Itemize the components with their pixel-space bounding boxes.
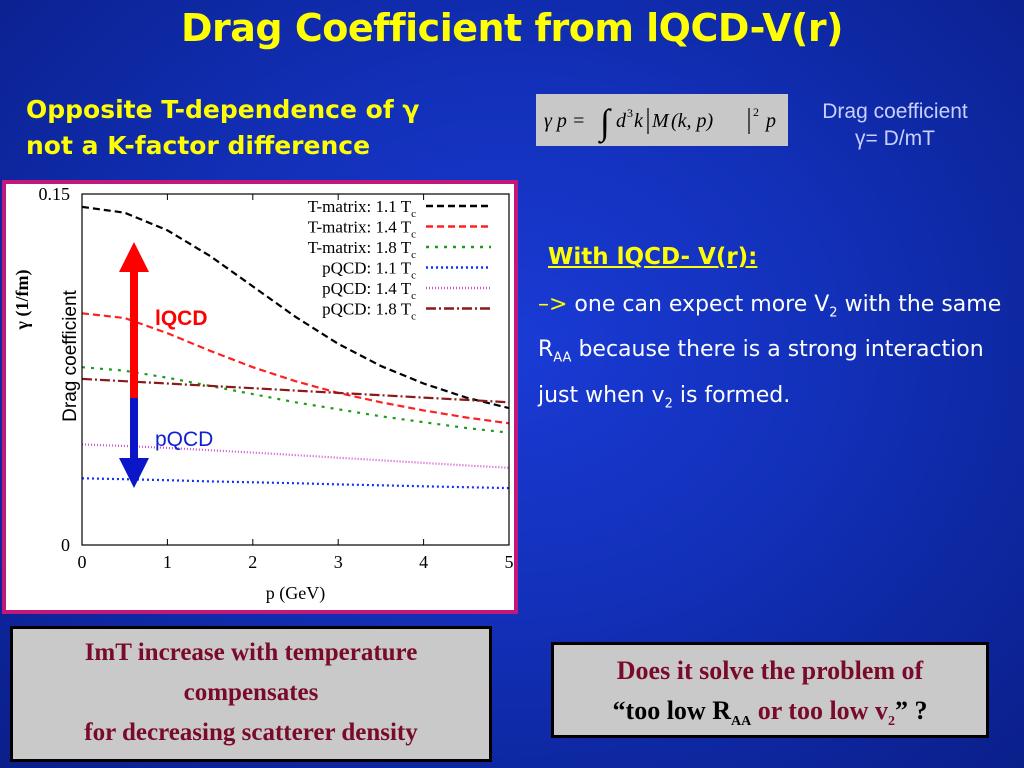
formula-lhs: γ p = bbox=[544, 110, 585, 132]
q-part-3: ” ? bbox=[894, 696, 928, 725]
formula-args: (k, p) bbox=[671, 110, 714, 132]
question-line-1: Does it solve the problem of bbox=[616, 656, 924, 685]
lqcd-arrow-head bbox=[119, 242, 149, 272]
drag-note-line-1: Drag coefficient bbox=[822, 100, 968, 123]
formula-k: k bbox=[634, 110, 644, 132]
x-tick-label-3: 3 bbox=[334, 552, 343, 572]
bullet-part-2: with the same R bbox=[538, 292, 1002, 363]
series-line-1 bbox=[81, 205, 510, 410]
drag-formula: γ p = ∫ d 3 k M (k, p) 2 p bbox=[536, 94, 788, 146]
x-tick-label-5: 5 bbox=[505, 552, 514, 572]
drag-note: Drag coefficient γ= D/mT bbox=[790, 98, 1000, 152]
bullet-sub-3: 2 bbox=[664, 396, 673, 412]
q-part-2: or too low v bbox=[751, 696, 888, 725]
slide-subtitle: Opposite T-dependence of γ not a K-facto… bbox=[26, 92, 419, 164]
legend-label-2: T-matrix: 1.4 Tc bbox=[308, 218, 416, 241]
imt-line-3: for decreasing scatterer density bbox=[84, 719, 418, 746]
lqcd-label: lQCD bbox=[155, 307, 208, 330]
formula-exp2: 2 bbox=[753, 105, 759, 119]
series-line-3 bbox=[81, 366, 510, 434]
lqcd-heading: With lQCD- V(r): bbox=[548, 244, 758, 270]
imt-line-1: ImT increase with temperature bbox=[84, 639, 418, 666]
series-line-2 bbox=[81, 312, 510, 425]
subtitle-line-2: not a K-factor difference bbox=[26, 131, 371, 160]
slide-title: Drag Coefficient from lQCD-V(r) bbox=[180, 6, 844, 50]
legend-label-4: pQCD: 1.1 Tc bbox=[322, 259, 416, 282]
plot-frame bbox=[81, 193, 510, 546]
bullet-sub-1: 2 bbox=[829, 305, 838, 321]
y-tick-label-0: 0 bbox=[61, 535, 70, 555]
formula-exp3: 3 bbox=[627, 106, 633, 120]
imt-note-box: ImT increase with temperature compensate… bbox=[10, 626, 492, 762]
pqcd-arrow-shaft bbox=[130, 398, 138, 462]
bullet-sub-2: AA bbox=[553, 350, 572, 366]
bullet-part-1: one can expect more V bbox=[567, 292, 830, 317]
pqcd-label: pQCD bbox=[155, 428, 213, 451]
arrow-glyph: –> bbox=[538, 292, 568, 317]
x-tick-label-0: 0 bbox=[78, 552, 87, 572]
lqcd-arrow-shaft bbox=[130, 270, 138, 398]
subtitle-line-1: Opposite T-dependence of γ bbox=[26, 95, 420, 124]
series-line-4 bbox=[81, 477, 510, 490]
x-axis-label: p (GeV) bbox=[266, 583, 325, 604]
chart-panel: 0 1 2 3 4 5 0 0.15 p (GeV) γ (1/fm) T-matrix: 1.1… bbox=[2, 180, 518, 614]
series-line-6 bbox=[81, 377, 510, 404]
formula-M: M bbox=[651, 110, 670, 132]
pqcd-arrow-head bbox=[119, 458, 149, 488]
integral-sign: ∫ bbox=[598, 102, 612, 144]
formula-d: d bbox=[616, 110, 627, 132]
question-box: Does it solve the problem of “too low RA… bbox=[551, 642, 989, 738]
legend-label-5: pQCD: 1.4 Tc bbox=[322, 279, 416, 302]
imt-line-2: compensates bbox=[183, 679, 319, 706]
legend-label-1: T-matrix: 1.1 Tc bbox=[308, 197, 416, 220]
x-tick-label-2: 2 bbox=[248, 552, 257, 572]
drag-note-line-2: γ= D/mT bbox=[855, 127, 935, 150]
series-line-5 bbox=[81, 443, 510, 469]
q-part-1: “too low R bbox=[612, 696, 731, 725]
q-sub-2: 2 bbox=[887, 714, 895, 730]
x-tick-label-4: 4 bbox=[419, 552, 428, 572]
bullet-text: –> one can expect more V2 with the same … bbox=[538, 286, 1008, 422]
y-tick-label-0.15: 0.15 bbox=[39, 184, 71, 204]
x-tick-label-1: 1 bbox=[163, 552, 172, 572]
legend-label-6: pQCD: 1.8 Tc bbox=[322, 300, 416, 323]
bullet-part-4: is formed. bbox=[672, 382, 791, 408]
q-sub-1: AA bbox=[730, 714, 752, 730]
legend-label-3: T-matrix: 1.8 Tc bbox=[308, 238, 416, 261]
y-axis-label: γ (1/fm) bbox=[12, 270, 33, 331]
drag-coefficient-annotation: Drag coefficient bbox=[60, 289, 81, 421]
question-line-2: “too low RAA or too low v2” ? bbox=[554, 691, 986, 742]
bullet-part-3: because there is a strong interaction ju… bbox=[538, 337, 984, 408]
drag-coefficient-chart: 0 1 2 3 4 5 0 0.15 p (GeV) γ (1/fm) T-matrix: 1.1… bbox=[12, 184, 514, 604]
formula-p: p bbox=[764, 110, 776, 132]
